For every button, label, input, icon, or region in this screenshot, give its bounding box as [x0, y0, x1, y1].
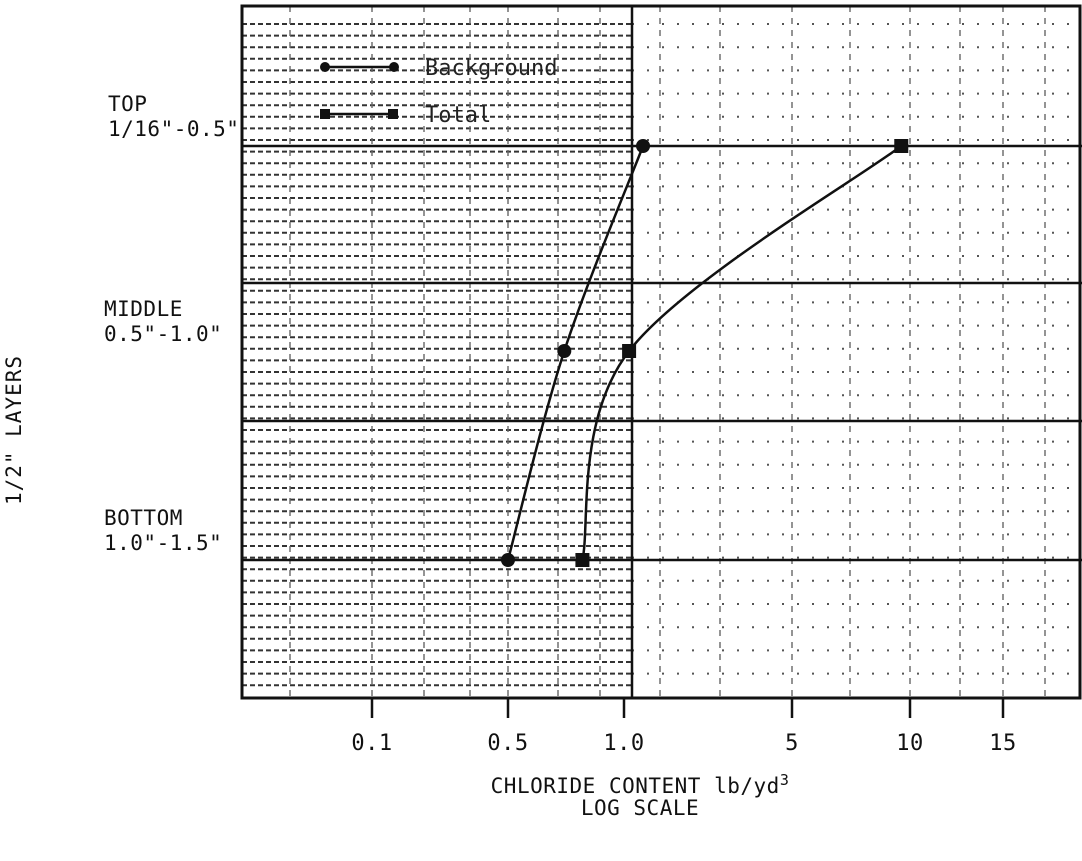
- x-tick-label: 5: [785, 731, 799, 756]
- point-total-top: [894, 139, 909, 153]
- legend: Background Total: [320, 56, 557, 128]
- legend-total-marker-left: [320, 109, 330, 119]
- point-background-top: [636, 139, 651, 153]
- point-total-bottom: [575, 553, 590, 567]
- y-category-bottom-name: BOTTOM: [104, 506, 183, 530]
- x-tick-label: 0.5: [487, 731, 529, 756]
- x-tick-label: 10: [896, 731, 924, 756]
- y-category-middle-name: MIDDLE: [104, 297, 183, 321]
- x-axis-title: CHLORIDE CONTENT lb/yd3: [380, 768, 900, 798]
- x-tick-label: 0.1: [351, 731, 393, 756]
- y-category-top-name: TOP: [108, 92, 148, 116]
- legend-background-label: Background: [425, 56, 557, 81]
- legend-total-label: Total: [425, 103, 491, 128]
- plot-frame: [240, 4, 1082, 700]
- point-background-bottom: [501, 553, 515, 567]
- y-category-top-range: 1/16"-0.5": [108, 117, 240, 141]
- x-axis-title-superscript: 3: [779, 771, 790, 789]
- grid: [242, 6, 1082, 698]
- y-axis-label: 1/2" LAYERS: [2, 354, 26, 506]
- x-tick-label: 1.0: [603, 731, 645, 756]
- legend-background-marker-left: [320, 62, 330, 72]
- legend-background-marker-right: [389, 62, 399, 72]
- y-category-bottom-range: 1.0"-1.5": [104, 531, 223, 555]
- legend-total-marker-right: [388, 109, 398, 119]
- x-tick-label: 15: [989, 731, 1017, 756]
- point-total-middle: [622, 344, 637, 358]
- y-category-middle-range: 0.5"-1.0": [104, 322, 223, 346]
- x-axis-title-line2: LOG SCALE: [580, 796, 700, 820]
- series-layer: [370, 139, 1005, 718]
- x-axis-title-text: CHLORIDE CONTENT lb/yd: [490, 774, 780, 798]
- point-background-middle: [557, 344, 572, 358]
